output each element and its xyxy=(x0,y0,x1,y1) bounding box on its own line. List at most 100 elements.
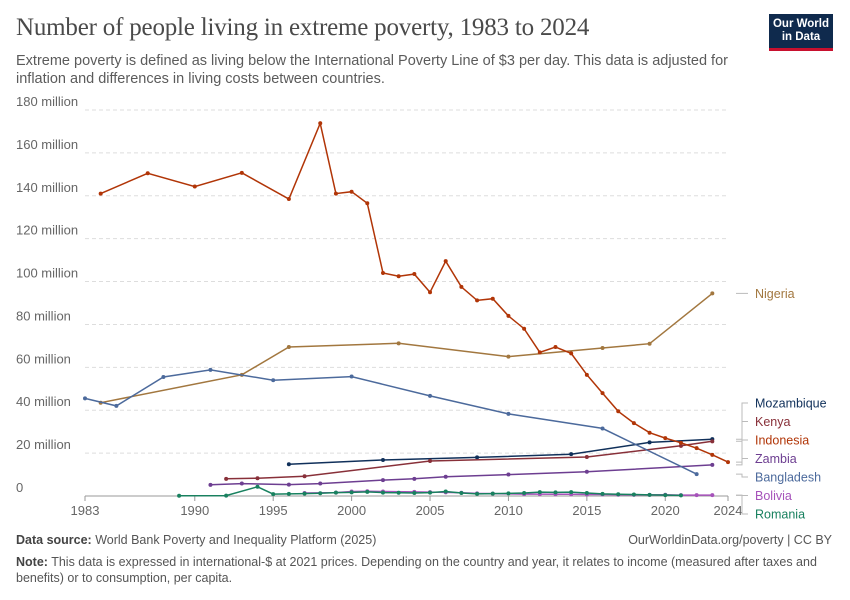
data-point-3-17[interactable] xyxy=(506,313,511,318)
series-label-2[interactable]: Kenya xyxy=(755,415,790,429)
data-point-1-2[interactable] xyxy=(475,455,480,460)
data-point-2-6[interactable] xyxy=(710,439,715,444)
owid-logo[interactable]: Our World in Data xyxy=(769,14,833,51)
data-point-7-22[interactable] xyxy=(569,490,574,495)
series-4[interactable] xyxy=(208,462,715,487)
data-point-7-20[interactable] xyxy=(537,490,542,495)
data-point-5-4[interactable] xyxy=(271,378,276,383)
data-point-3-21[interactable] xyxy=(569,351,574,356)
data-point-7-13[interactable] xyxy=(428,490,433,495)
data-point-4-0[interactable] xyxy=(208,482,213,487)
data-point-7-12[interactable] xyxy=(412,490,417,495)
data-point-0-6[interactable] xyxy=(647,341,652,346)
data-point-7-2[interactable] xyxy=(255,484,260,489)
data-point-7-15[interactable] xyxy=(459,490,464,495)
series-line-7[interactable] xyxy=(179,486,682,497)
data-point-3-11[interactable] xyxy=(412,272,417,277)
data-point-3-12[interactable] xyxy=(428,290,433,295)
data-point-4-8[interactable] xyxy=(584,469,589,474)
source-text[interactable]: World Bank Poverty and Inequality Platfo… xyxy=(91,533,377,547)
data-point-7-16[interactable] xyxy=(475,491,480,496)
data-point-3-28[interactable] xyxy=(678,440,683,445)
data-point-7-8[interactable] xyxy=(349,490,354,495)
data-point-6-23[interactable] xyxy=(710,493,715,498)
data-point-3-30[interactable] xyxy=(710,452,715,457)
data-point-7-25[interactable] xyxy=(616,492,621,497)
data-point-5-8[interactable] xyxy=(600,426,605,431)
data-point-7-18[interactable] xyxy=(506,491,511,496)
data-point-3-4[interactable] xyxy=(286,196,291,201)
data-point-3-24[interactable] xyxy=(616,409,621,414)
data-point-7-9[interactable] xyxy=(365,489,370,494)
data-point-4-2[interactable] xyxy=(286,482,291,487)
data-point-0-5[interactable] xyxy=(600,346,605,351)
data-point-7-6[interactable] xyxy=(318,491,323,496)
data-point-4-7[interactable] xyxy=(506,472,511,477)
data-point-0-2[interactable] xyxy=(286,344,291,349)
series-line-4[interactable] xyxy=(210,464,713,486)
series-line-3[interactable] xyxy=(100,120,729,463)
data-point-7-19[interactable] xyxy=(522,490,527,495)
data-point-4-9[interactable] xyxy=(710,462,715,467)
data-point-2-3[interactable] xyxy=(428,459,433,464)
series-label-1[interactable]: Mozambique xyxy=(755,397,827,411)
series-label-4[interactable]: Zambia xyxy=(755,452,797,466)
data-point-3-15[interactable] xyxy=(475,298,480,303)
data-point-2-5[interactable] xyxy=(678,443,683,448)
data-point-5-1[interactable] xyxy=(114,403,119,408)
data-point-4-5[interactable] xyxy=(412,476,417,481)
series-1[interactable] xyxy=(286,437,715,467)
series-label-0[interactable]: Nigeria xyxy=(755,287,795,301)
data-point-7-0[interactable] xyxy=(177,493,182,498)
data-point-3-29[interactable] xyxy=(694,446,699,451)
data-point-3-5[interactable] xyxy=(318,121,323,126)
series-line-1[interactable] xyxy=(288,438,713,466)
data-point-3-23[interactable] xyxy=(600,391,605,396)
data-point-4-6[interactable] xyxy=(443,474,448,479)
data-point-3-19[interactable] xyxy=(537,350,542,355)
data-point-2-4[interactable] xyxy=(584,454,589,459)
data-point-3-7[interactable] xyxy=(349,189,354,194)
data-point-0-4[interactable] xyxy=(506,354,511,359)
data-point-3-16[interactable] xyxy=(490,296,495,301)
credit-link[interactable]: OurWorldinData.org/poverty | CC BY xyxy=(628,533,832,547)
data-point-2-1[interactable] xyxy=(255,476,260,481)
data-point-3-8[interactable] xyxy=(365,201,370,206)
data-point-0-3[interactable] xyxy=(396,341,401,346)
data-point-3-9[interactable] xyxy=(380,270,385,275)
series-line-5[interactable] xyxy=(84,369,697,475)
series-2[interactable] xyxy=(224,439,715,481)
data-point-3-27[interactable] xyxy=(663,436,668,441)
data-point-7-4[interactable] xyxy=(286,491,291,496)
data-point-7-28[interactable] xyxy=(663,493,668,498)
data-point-6-22[interactable] xyxy=(694,493,699,498)
data-point-5-0[interactable] xyxy=(83,396,87,401)
data-point-3-6[interactable] xyxy=(333,191,338,196)
series-line-0[interactable] xyxy=(100,292,713,404)
data-point-5-7[interactable] xyxy=(506,411,511,416)
data-point-3-26[interactable] xyxy=(647,430,652,435)
data-point-4-4[interactable] xyxy=(380,478,385,483)
data-point-5-2[interactable] xyxy=(161,374,166,379)
data-point-7-3[interactable] xyxy=(271,492,276,497)
data-point-7-27[interactable] xyxy=(647,492,652,497)
data-point-7-5[interactable] xyxy=(302,491,307,496)
data-point-2-2[interactable] xyxy=(302,474,307,479)
series-3[interactable] xyxy=(98,120,730,465)
data-point-3-18[interactable] xyxy=(522,326,527,331)
data-point-3-13[interactable] xyxy=(443,259,448,264)
data-point-4-1[interactable] xyxy=(239,481,244,486)
data-point-5-9[interactable] xyxy=(694,472,699,477)
data-point-7-26[interactable] xyxy=(631,492,636,497)
data-point-3-20[interactable] xyxy=(553,344,558,349)
data-point-7-14[interactable] xyxy=(443,489,448,494)
data-point-4-3[interactable] xyxy=(318,481,323,486)
data-point-7-17[interactable] xyxy=(490,491,495,496)
series-7[interactable] xyxy=(177,484,683,498)
data-point-2-0[interactable] xyxy=(224,476,229,481)
series-5[interactable] xyxy=(83,367,699,477)
series-label-3[interactable]: Indonesia xyxy=(755,434,809,448)
data-point-3-0[interactable] xyxy=(98,191,103,196)
data-point-7-7[interactable] xyxy=(333,490,338,495)
data-point-3-2[interactable] xyxy=(192,184,197,189)
